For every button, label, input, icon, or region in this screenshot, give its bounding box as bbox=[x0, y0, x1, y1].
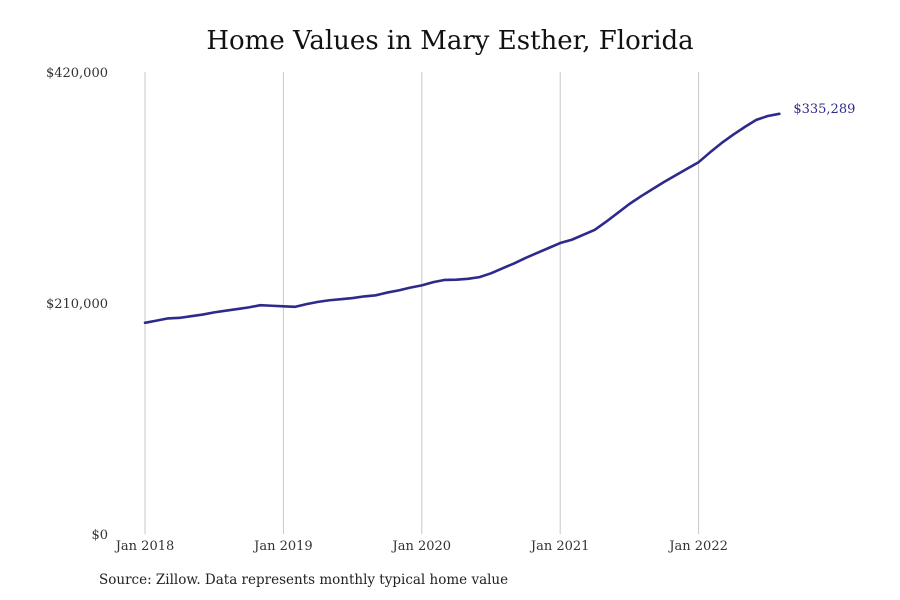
chart-title: Home Values in Mary Esther, Florida bbox=[206, 26, 694, 56]
y-tick-label: $210,000 bbox=[46, 297, 108, 312]
x-tick-label: Jan 2018 bbox=[114, 539, 175, 554]
y-axis-ticks: $0 $210,000 $420,000 bbox=[46, 66, 108, 543]
series-layer bbox=[143, 112, 781, 325]
x-tick-label: Jan 2020 bbox=[391, 539, 452, 554]
series-line bbox=[143, 112, 781, 325]
x-tick-label: Jan 2022 bbox=[667, 539, 728, 554]
gridlines bbox=[144, 72, 700, 534]
source-note: Source: Zillow. Data represents monthly … bbox=[99, 572, 509, 588]
x-axis-ticks: Jan 2018 Jan 2019 Jan 2020 Jan 2021 Jan 2022 bbox=[114, 539, 728, 554]
y-tick-label: $420,000 bbox=[46, 66, 108, 81]
x-tick-label: Jan 2019 bbox=[252, 539, 313, 554]
end-value-label: $335,289 bbox=[793, 102, 855, 117]
x-tick-label: Jan 2021 bbox=[529, 539, 590, 554]
y-tick-label: $0 bbox=[91, 528, 108, 543]
